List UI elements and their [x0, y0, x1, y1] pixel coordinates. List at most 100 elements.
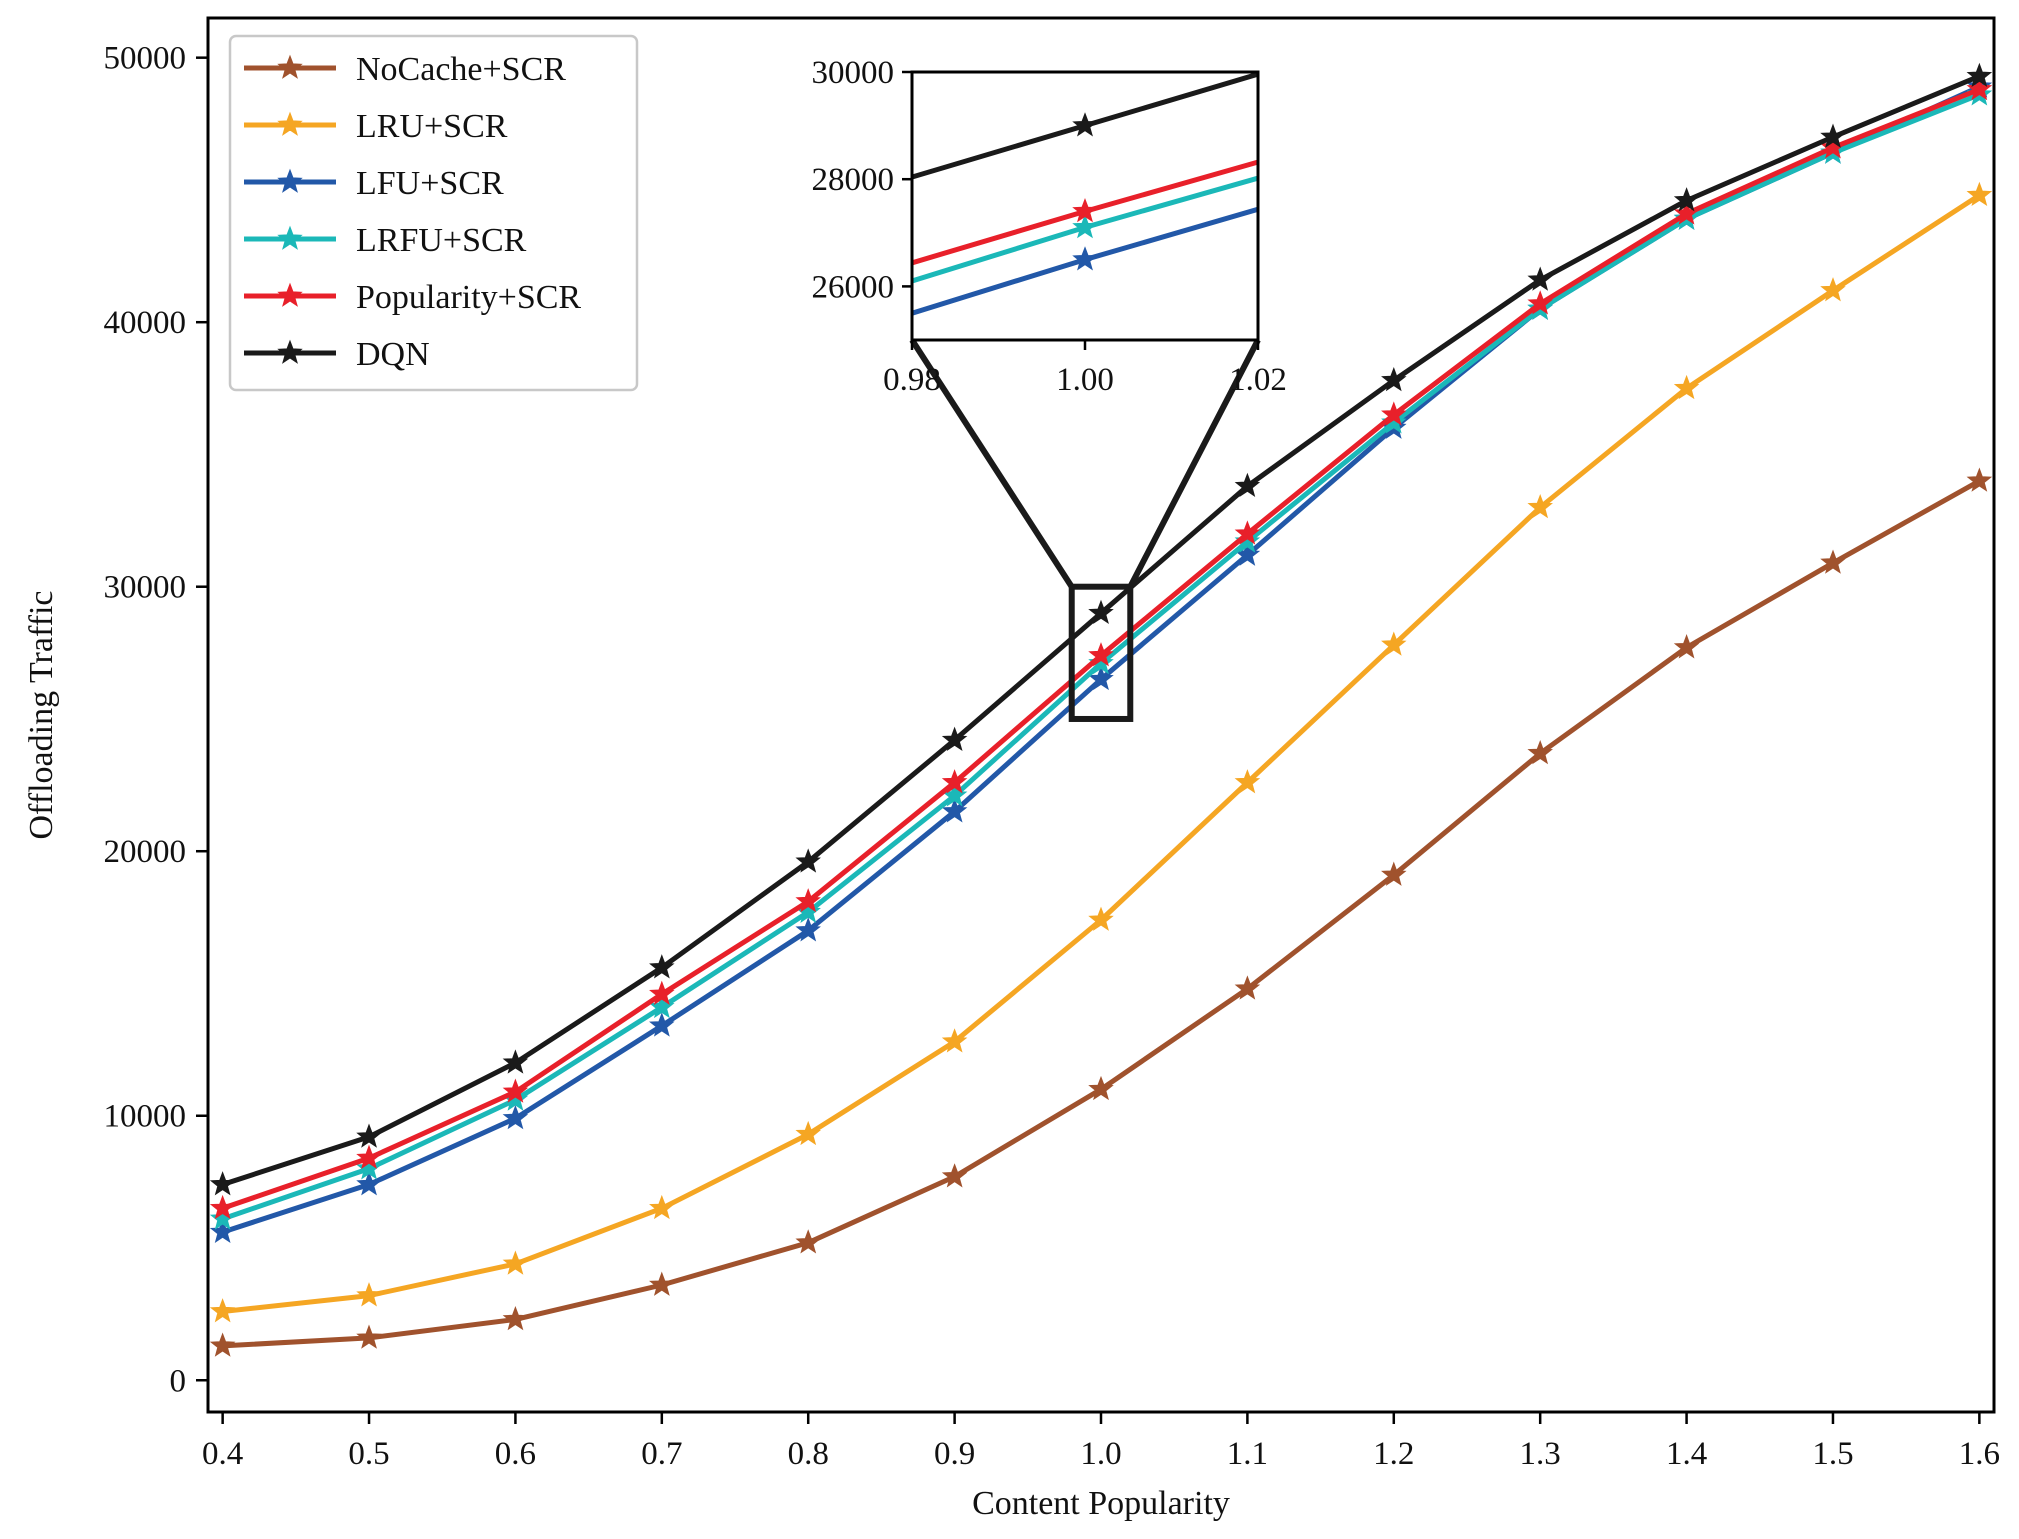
zoom-indicator — [909, 338, 1261, 722]
inset-axes: 0.98 1.00 1.02 26000 28000 30000 — [812, 55, 1287, 398]
data-point-lrfu-scr — [356, 1155, 382, 1180]
main-series-group — [209, 62, 1993, 1357]
inset-data-point-dqn — [1072, 112, 1098, 137]
data-point-popularity-scr — [209, 1194, 236, 1220]
data-point-lrfu-scr — [1088, 649, 1114, 675]
data-point-lfu-scr — [795, 917, 821, 942]
data-point-dqn — [1966, 62, 1993, 88]
data-point-lru-scr — [1234, 769, 1261, 794]
data-point-popularity-scr — [1966, 75, 1993, 101]
data-point-dqn — [209, 1171, 236, 1196]
data-point-nocache-scr — [1527, 739, 1553, 765]
data-point-nocache-scr — [1381, 861, 1407, 886]
data-point-lru-scr — [1381, 631, 1407, 656]
inset-series-group — [912, 72, 1258, 316]
data-point-lru-scr — [1088, 906, 1114, 931]
data-point-lru-scr — [1673, 374, 1700, 400]
x-tick-label: 1.4 — [1666, 1436, 1707, 1472]
inset-y-tick-label: 26000 — [812, 269, 895, 305]
inset-series-clipped — [912, 72, 1258, 316]
data-point-popularity-scr — [649, 980, 675, 1005]
data-point-lfu-scr — [1088, 665, 1114, 691]
x-tick-label: 1.6 — [1959, 1436, 2000, 1472]
y-axis-title: Offloading Traffic — [23, 590, 60, 839]
zoom-connector-right — [1127, 338, 1261, 589]
inset-x-tick-label: 1.02 — [1229, 362, 1287, 398]
data-point-lru-scr — [356, 1282, 382, 1307]
data-point-lrfu-scr — [649, 993, 675, 1019]
x-tick-label: 1.2 — [1373, 1436, 1414, 1472]
data-point-lru-scr — [795, 1120, 821, 1146]
legend-marker-nocache-scr — [277, 54, 303, 79]
inset-y-tick-label: 28000 — [812, 162, 895, 198]
legend: NoCache+SCR LRU+SCR LFU+SCR LRFU+SCR Popular… — [228, 34, 639, 392]
data-point-dqn — [1673, 187, 1700, 212]
data-point-lfu-scr — [649, 1012, 675, 1037]
zoom-region-box — [1068, 583, 1134, 722]
legend-label-popularity-scr: Popularity+SCR — [356, 279, 581, 316]
x-tick-label: 0.6 — [495, 1436, 536, 1472]
data-point-lru-scr — [502, 1250, 529, 1275]
data-point-lru-scr — [1820, 277, 1846, 302]
data-point-lfu-scr — [356, 1171, 382, 1196]
data-point-nocache-scr — [649, 1271, 675, 1296]
y-tick-label: 0 — [170, 1363, 187, 1399]
data-point-lfu-scr — [502, 1104, 529, 1130]
data-point-lru-scr — [209, 1298, 236, 1323]
data-point-popularity-scr — [795, 888, 821, 913]
x-axis-title: Content Popularity — [972, 1485, 1230, 1522]
data-point-popularity-scr — [1234, 520, 1261, 545]
legend-label-lfu-scr: LFU+SCR — [356, 165, 504, 202]
data-point-nocache-scr — [1088, 1075, 1114, 1101]
data-point-dqn — [1234, 472, 1261, 498]
data-point-popularity-scr — [1088, 642, 1114, 667]
data-point-lrfu-scr — [209, 1205, 236, 1230]
data-point-nocache-scr — [1966, 467, 1993, 492]
inset-x-tick-label: 1.00 — [1056, 362, 1114, 398]
data-point-lru-scr — [1527, 493, 1553, 519]
legend-label-lru-scr: LRU+SCR — [356, 108, 508, 145]
inset-x-tick-label: 0.98 — [883, 362, 941, 398]
data-point-lru-scr — [941, 1028, 968, 1053]
legend-marker-dqn — [277, 339, 303, 364]
y-tick-label: 30000 — [104, 570, 187, 606]
data-point-lfu-scr — [941, 798, 968, 823]
data-point-dqn — [356, 1123, 382, 1148]
data-point-popularity-scr — [1527, 290, 1553, 315]
x-tick-label: 0.8 — [788, 1436, 829, 1472]
inset-frame — [910, 70, 1260, 342]
data-point-nocache-scr — [209, 1332, 236, 1357]
x-tick-label: 1.5 — [1812, 1436, 1853, 1472]
x-tick-label: 0.9 — [934, 1436, 975, 1472]
inset-data-point-popularity-scr — [1072, 197, 1098, 223]
data-point-popularity-scr — [1673, 200, 1700, 225]
legend-label-nocache-scr: NoCache+SCR — [356, 51, 566, 88]
data-point-dqn — [795, 848, 821, 873]
y-tick-label: 50000 — [104, 41, 187, 77]
data-point-nocache-scr — [356, 1324, 382, 1349]
data-point-lru-scr — [649, 1194, 675, 1220]
y-tick-label: 10000 — [104, 1099, 187, 1135]
legend-label-lrfu-scr: LRFU+SCR — [356, 222, 527, 259]
x-tick-label: 1.3 — [1520, 1436, 1561, 1472]
data-point-popularity-scr — [941, 769, 968, 794]
data-point-nocache-scr — [1820, 549, 1846, 574]
data-point-nocache-scr — [1234, 975, 1261, 1000]
main-axis-ticks: 0.4 0.5 0.6 0.7 0.8 0.9 1.0 1.1 1.2 1.3 1.4 1.5 1.6 0… — [104, 41, 2000, 1472]
data-point-popularity-scr — [1820, 134, 1846, 159]
x-tick-label: 0.4 — [202, 1436, 243, 1472]
data-point-popularity-scr — [1381, 401, 1407, 426]
data-point-nocache-scr — [941, 1163, 968, 1188]
y-tick-label: 20000 — [104, 834, 187, 870]
inset-axis-ticks: 0.98 1.00 1.02 26000 28000 30000 — [812, 55, 1287, 398]
legend-marker-lfu-scr — [277, 168, 303, 193]
data-point-lru-scr — [1966, 181, 1993, 207]
data-point-dqn — [502, 1049, 529, 1074]
data-point-popularity-scr — [502, 1078, 529, 1103]
data-point-dqn — [1527, 266, 1553, 291]
data-point-dqn — [1381, 366, 1407, 392]
legend-marker-lrfu-scr — [277, 225, 303, 250]
x-tick-label: 1.0 — [1080, 1436, 1121, 1472]
data-point-nocache-scr — [502, 1305, 529, 1331]
